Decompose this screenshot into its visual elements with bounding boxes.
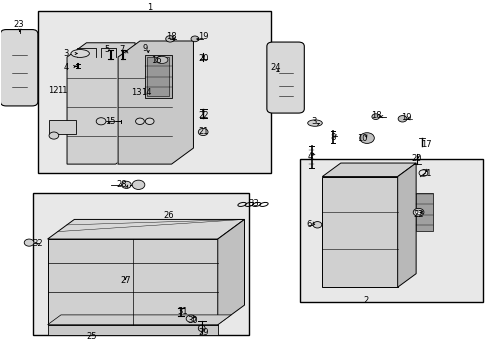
Circle shape [132, 180, 144, 189]
Ellipse shape [71, 50, 89, 57]
Polygon shape [67, 43, 135, 164]
Text: 26: 26 [163, 211, 174, 220]
FancyBboxPatch shape [0, 30, 38, 106]
Polygon shape [397, 163, 415, 287]
Text: 15: 15 [105, 117, 116, 126]
Circle shape [191, 36, 199, 42]
Text: 3: 3 [63, 49, 69, 58]
Text: 8: 8 [329, 133, 335, 142]
Text: 5: 5 [104, 45, 110, 54]
Circle shape [397, 116, 406, 122]
Ellipse shape [307, 120, 322, 126]
Text: 4: 4 [307, 153, 312, 162]
Text: 10: 10 [356, 134, 366, 143]
Text: 20: 20 [198, 54, 208, 63]
Text: 19: 19 [198, 32, 208, 41]
Circle shape [121, 181, 131, 188]
Polygon shape [217, 220, 244, 325]
Bar [38, 11, 271, 173]
Ellipse shape [156, 56, 167, 63]
Text: 28: 28 [117, 180, 127, 189]
Bar [147, 57, 169, 96]
Text: 21: 21 [421, 168, 431, 177]
Circle shape [96, 118, 106, 125]
Text: 23: 23 [13, 21, 24, 30]
Circle shape [165, 36, 174, 42]
Text: 3: 3 [310, 117, 316, 126]
Text: 22: 22 [198, 112, 208, 121]
Text: 14: 14 [141, 88, 151, 97]
Text: 6: 6 [305, 220, 311, 229]
Text: 29: 29 [198, 328, 208, 337]
Text: 32: 32 [33, 239, 43, 248]
Polygon shape [47, 239, 217, 325]
Text: 18: 18 [166, 32, 177, 41]
Text: 7: 7 [119, 45, 124, 54]
Text: 4: 4 [63, 63, 68, 72]
Circle shape [135, 118, 144, 125]
Polygon shape [47, 315, 231, 325]
Polygon shape [322, 177, 397, 287]
Text: 16: 16 [150, 56, 161, 65]
Circle shape [412, 208, 423, 216]
Bar [33, 193, 249, 336]
Circle shape [198, 129, 207, 136]
Bar [415, 193, 432, 231]
Circle shape [186, 315, 196, 322]
Text: 19: 19 [400, 113, 410, 122]
Circle shape [145, 118, 154, 125]
Circle shape [24, 239, 34, 246]
Text: 25: 25 [86, 332, 97, 341]
Text: 1: 1 [147, 3, 152, 12]
Circle shape [359, 133, 373, 143]
FancyBboxPatch shape [266, 42, 304, 113]
Circle shape [49, 132, 59, 139]
Text: 9: 9 [142, 44, 147, 53]
Polygon shape [118, 41, 193, 164]
Polygon shape [47, 325, 217, 336]
Text: 30: 30 [187, 316, 197, 325]
Text: 13: 13 [131, 88, 142, 97]
Bar [144, 55, 171, 98]
Polygon shape [47, 220, 244, 239]
Bar [49, 120, 76, 134]
Text: 22: 22 [412, 210, 423, 219]
Text: 2: 2 [363, 296, 368, 305]
Text: 17: 17 [421, 140, 431, 149]
Text: 27: 27 [120, 276, 130, 285]
Text: 31: 31 [177, 307, 188, 316]
Circle shape [371, 114, 379, 120]
Polygon shape [322, 163, 415, 177]
Text: 21: 21 [198, 127, 208, 136]
Text: 20: 20 [411, 154, 422, 163]
Circle shape [312, 221, 321, 228]
Text: 11: 11 [57, 86, 67, 95]
Text: 24: 24 [270, 63, 281, 72]
Text: 33: 33 [247, 199, 258, 208]
Circle shape [415, 210, 421, 215]
Text: 18: 18 [371, 111, 381, 120]
Bar [300, 159, 482, 302]
Text: 12: 12 [48, 86, 59, 95]
